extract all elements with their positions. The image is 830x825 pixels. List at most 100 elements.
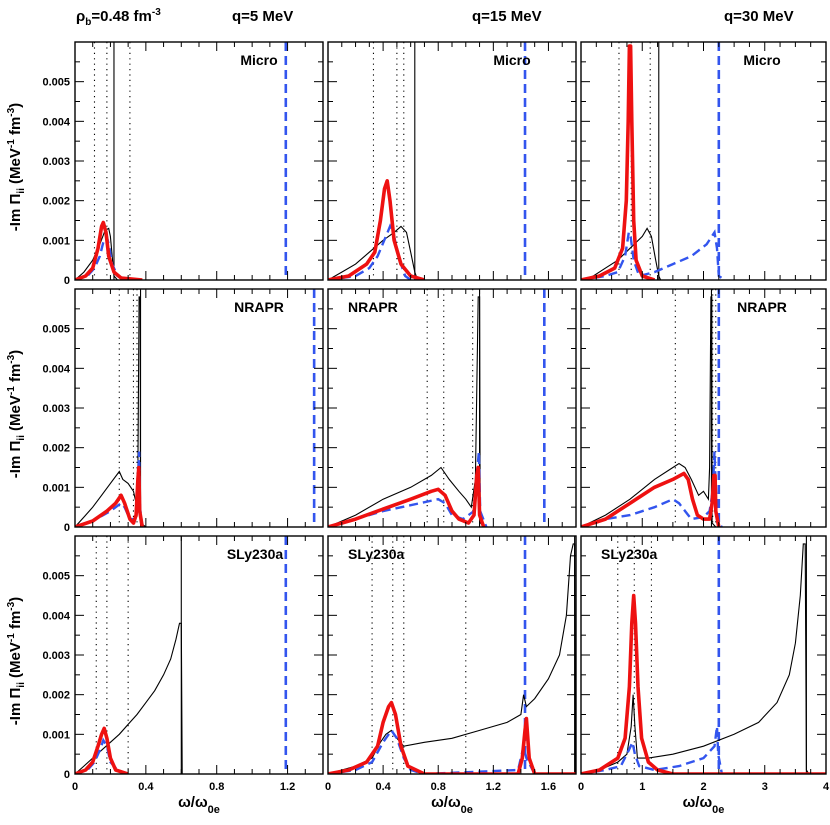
ytick-label-r0-0: 0 [64,275,70,287]
y-axis-title-part-5: -3 [6,107,17,116]
xtick-label-c2-3: 3 [762,781,768,793]
panel-r2-c2-curves [581,536,826,774]
panel-r1-c1-blue-curve [328,451,488,527]
panel-r0-c2-curves [581,42,826,280]
q-label-col-1: q=15 MeV [472,8,542,25]
panel-r1-c0: 0 0.001 0.002 0.003 0.004 0.005 NRAPR [42,288,324,534]
ytick-label-r1-2: 0.002 [42,443,70,455]
panel-r0-c1-model-label: Micro [493,52,530,68]
y-axis-title-part-2: (MeV [7,148,24,188]
y-axis-title-part-3: -1 [6,386,17,395]
x-axis-title-c0: ω/ω0e [178,794,220,816]
panel-r1-c1-curves [328,289,576,527]
panel-r1-c1-frame [327,288,577,528]
xtick-label-c0-1: 0.4 [138,781,154,793]
panel-r0-c1-red-curve [328,179,425,280]
panel-r2-c1-model-label: SLy230a [348,546,405,562]
y-axis-title-r1: -Im Πii (MeV-1 fm-3) [6,350,27,478]
y-axis-title-part-6: ) [7,103,24,108]
y-axis-title-part-4: fm [7,117,24,140]
y-axis-title-part-1: ii [16,682,27,688]
panel-r0-c2-blue-curve [581,228,726,280]
ytick-label-r2-2: 0.002 [42,690,70,702]
panel-r1-c2-black-curve [581,296,826,527]
panel-r1-c0-frame [74,288,324,528]
panel-r0-c0: 0 0.001 0.002 0.003 0.004 0.005 Micro [42,41,324,287]
panel-r0-c0-curves [75,42,323,280]
panel-r2-c0: 0 0.001 0.002 0.003 0.004 0.005 0 0.4 0.8 1.2 SLy2… [42,535,324,793]
panel-r2-c1-blue-curve [328,728,576,774]
panel-r1-c2-red-curve [581,471,721,527]
panel-r2-c2-black-curve [581,543,826,774]
y-axis-title-part-6: ) [7,597,24,602]
panel-r2-c2: 0 1 2 3 4 SLy230a [578,535,830,793]
panel-r1-c1-model-label: NRAPR [348,299,398,315]
ytick-label-r2-1: 0.001 [42,729,70,741]
ytick-label-r2-4: 0.004 [42,610,70,622]
x-axis-title-main: ω/ω [683,794,713,811]
xtick-label-c1-0: 0 [325,781,331,793]
x-axis-title-sub: 0e [461,804,473,816]
ytick-label-r0-2: 0.002 [42,196,70,208]
x-axis-title-c2: ω/ω0e [683,794,725,816]
ytick-label-r2-3: 0.003 [42,650,70,662]
density-rho: ρ [76,8,85,25]
panel-r1-c2-curves [581,289,826,527]
ytick-label-r2-5: 0.005 [42,571,70,583]
y-axis-title-part-5: -3 [6,601,17,610]
ytick-label-r0-5: 0.005 [42,77,70,89]
panel-r2-c1: 0 0.4 0.8 1.2 1.6 SLy230a [325,535,577,793]
xtick-label-c0-3: 1.2 [280,781,295,793]
y-axis-titles: -Im Πii (MeV-1 fm-3)-Im Πii (MeV-1 fm-3)… [6,103,27,725]
xtick-label-c0-2: 0.8 [209,781,224,793]
ytick-label-r1-4: 0.004 [42,363,70,375]
y-axis-title-part-1: ii [16,435,27,441]
y-axis-title-r2: -Im Πii (MeV-1 fm-3) [6,597,27,725]
panel-r2-c0-red-curve [75,726,129,774]
panel-r0-c2-model-label: Micro [743,52,780,68]
panel-r0-c2-black-curve [581,227,826,280]
panel-r1-c1-black-curve [328,296,576,527]
x-axis-title-c1: ω/ω0e [431,794,473,816]
panel-r2-c2-red-curve [581,593,826,774]
xtick-label-c1-1: 0.4 [375,781,391,793]
xtick-label-c1-3: 1.2 [486,781,501,793]
panel-r1-c2-model-label: NRAPR [737,299,787,315]
density-value: =0.48 fm [91,8,151,25]
x-axis-titles: ω/ω0e ω/ω0e ω/ω0e [178,794,724,816]
q-label-col-0: q=5 MeV [232,8,293,25]
panel-r0-c2: Micro [580,41,827,281]
ytick-label-r0-4: 0.004 [42,116,70,128]
panel-r0-c0-model-label: Micro [240,52,277,68]
y-axis-title-part-3: -1 [6,633,17,642]
y-axis-title-part-4: fm [7,364,24,387]
panel-r1-c0-curves [75,289,323,527]
panel-r2-c1-black-curve [328,543,576,774]
panel-r0-c0-black-curve [75,227,323,280]
panel-r0-c2-frame [580,41,827,281]
panel-r0-c1: Micro [327,41,577,281]
y-axis-title-part-0: -Im Π [7,441,24,479]
x-axis-title-main: ω/ω [431,794,461,811]
density-label: ρb=0.48 fm-3 [76,7,161,28]
panel-r2-c0-blue-curve [75,737,129,774]
panel-r1-c2: NRAPR [580,288,827,528]
panel-r0-c0-red-curve [75,220,143,280]
xtick-label-c2-0: 0 [578,781,584,793]
y-axis-title-part-5: -3 [6,354,17,363]
y-axis-title-part-4: fm [7,611,24,634]
y-axis-title-part-3: -1 [6,139,17,148]
ytick-label-r1-1: 0.001 [42,482,70,494]
ytick-label-r2-0: 0 [64,769,70,781]
xtick-label-c2-1: 1 [639,781,645,793]
x-axis-title-main: ω/ω [178,794,208,811]
panel-r0-c1-curves [328,42,576,280]
panel-r0-c1-blue-curve [328,223,425,280]
panel-r1-c0-black-curve [75,296,323,527]
panel-r1-c0-red-curve [75,465,145,527]
y-axis-title-part-2: (MeV [7,395,24,435]
panel-r0-c1-frame [327,41,577,281]
xtick-label-c2-2: 2 [700,781,706,793]
ytick-label-r0-3: 0.003 [42,156,70,168]
